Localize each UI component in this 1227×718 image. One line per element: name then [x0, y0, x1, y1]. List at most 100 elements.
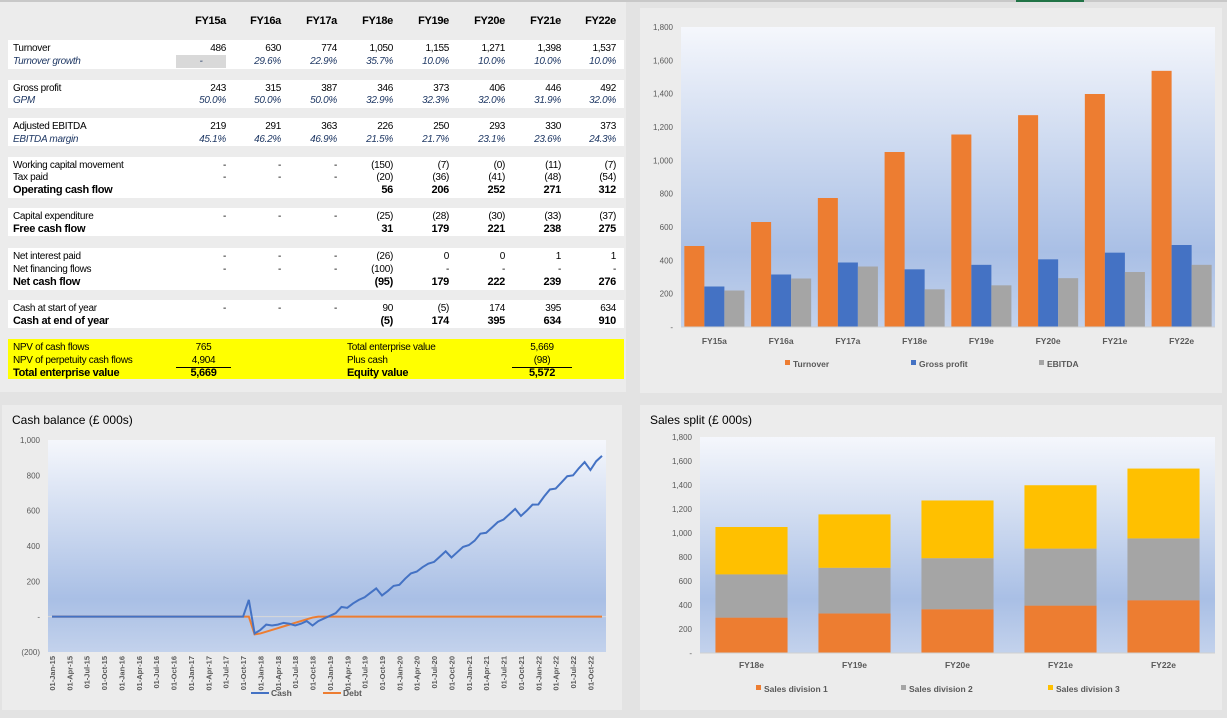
table-cell: 1,398 — [537, 43, 561, 54]
table-cell — [277, 223, 337, 236]
table-cell: 222 — [487, 276, 506, 288]
row-band — [8, 208, 624, 236]
cash-balance-chart[interactable]: Cash balance (£ 000s) (200) - 200 400 600 800… — [2, 405, 622, 710]
bar-sales-division-3 — [1024, 485, 1097, 549]
y-tick-label: 1,800 — [672, 433, 693, 442]
valuation-label: Total enterprise value — [347, 342, 436, 353]
y-tick-label: 1,200 — [653, 123, 674, 132]
bar-gross-profit — [971, 264, 992, 327]
x-tick-label: 01-Apr-19 — [343, 656, 352, 691]
legend-swatch — [901, 685, 906, 690]
turnover-chart[interactable]: - 200 400 600 800 1,000 1,200 1,400 1,600 1,800 FY… — [640, 8, 1222, 393]
row-label: Gross profit — [13, 83, 62, 94]
x-tick-label: FY22e — [1169, 336, 1194, 346]
table-cell: - — [333, 172, 337, 183]
table-cell: 252 — [487, 184, 506, 196]
row-label: EBITDA margin — [13, 134, 79, 145]
table-cell — [221, 276, 281, 289]
table-cell: - — [222, 251, 226, 262]
table-cell: 634 — [600, 303, 616, 314]
chart-title: Sales split (£ 000s) — [650, 413, 753, 427]
table-cell: - — [333, 303, 337, 314]
table-cell — [221, 184, 281, 197]
y-tick-label: 200 — [27, 577, 41, 586]
column-header: FY17a — [306, 15, 337, 27]
bar-ebitda — [791, 278, 812, 327]
y-tick-label: 600 — [679, 577, 693, 586]
bar-ebitda — [857, 266, 878, 327]
y-tick-label: 800 — [660, 190, 674, 199]
table-cell: 90 — [382, 303, 393, 314]
chart-title: Cash balance (£ 000s) — [12, 413, 133, 427]
table-cell: 774 — [321, 43, 337, 54]
x-tick-label: 01-Oct-19 — [378, 656, 387, 690]
line-cash — [52, 455, 603, 636]
valuation-band — [8, 339, 624, 379]
row-label: Turnover — [13, 43, 51, 54]
x-tick-label: 01-Oct-18 — [309, 656, 318, 690]
x-tick-label: 01-Jan-18 — [256, 656, 265, 691]
x-tick-label: FY21e — [1048, 660, 1073, 670]
bar-gross-profit — [837, 262, 858, 327]
table-cell: 10.0% — [534, 56, 561, 67]
x-tick-label: 01-Jul-19 — [361, 656, 370, 689]
y-tick-label: 800 — [27, 471, 41, 480]
y-tick-label: 200 — [660, 290, 674, 299]
table-cell: 238 — [543, 223, 562, 235]
table-cell: - — [333, 211, 337, 222]
table-cell: 23.6% — [534, 134, 561, 145]
x-tick-label: 01-Apr-18 — [274, 656, 283, 691]
table-cell: 46.2% — [254, 134, 281, 145]
table-cell: 29.6% — [254, 56, 281, 67]
table-cell: 250 — [433, 121, 449, 132]
x-tick-label: 01-Jul-17 — [222, 656, 231, 689]
table-cell: 179 — [431, 276, 450, 288]
row-label: Free cash flow — [13, 223, 86, 235]
table-cell — [277, 184, 337, 197]
valuation-label: NPV of perpetuity cash flows — [13, 355, 133, 366]
table-cell: (20) — [376, 172, 393, 183]
bar-ebitda — [1124, 272, 1145, 327]
bar-sales-division-3 — [1127, 468, 1200, 539]
row-label: Capital expenditure — [13, 211, 94, 222]
row-label: Cash at end of year — [13, 315, 109, 327]
table-cell: 486 — [210, 43, 226, 54]
table-cell: 1 — [610, 251, 617, 262]
row-label: Operating cash flow — [13, 184, 113, 196]
sales-split-chart[interactable]: Sales split (£ 000s) - 200 400 600 800 1,000 1… — [640, 405, 1222, 710]
bar-sales-division-1 — [1127, 600, 1200, 653]
x-tick-label: FY19e — [969, 336, 994, 346]
row-label: Tax paid — [13, 172, 48, 183]
bar-gross-profit — [904, 269, 925, 327]
table-cell: (26) — [376, 251, 393, 262]
table-cell: 46.9% — [310, 134, 337, 145]
x-tick-label: FY18e — [902, 336, 927, 346]
column-header-strip — [0, 0, 1227, 2]
legend-label: Sales division 1 — [764, 684, 828, 694]
bar-sales-division-3 — [921, 500, 994, 559]
row-band — [8, 118, 624, 146]
table-cell: (0) — [493, 160, 506, 171]
legend-label: Cash — [271, 688, 292, 698]
column-header: FY16a — [250, 15, 281, 27]
table-cell: (36) — [432, 172, 449, 183]
bar-turnover — [684, 246, 705, 327]
legend-swatch — [1039, 360, 1044, 365]
cash-balance-chart-svg: (200) - 200 400 600 800 1,000 01-Jan-15 01-Apr-1… — [20, 436, 606, 698]
x-tick-label: FY20e — [1036, 336, 1061, 346]
plot-area — [48, 440, 606, 652]
bar-turnover — [884, 152, 905, 327]
x-tick-label: 01-Jan-19 — [326, 656, 335, 691]
x-tick-label: FY18e — [739, 660, 764, 670]
table-cell: 271 — [543, 184, 562, 196]
row-band — [8, 300, 624, 328]
table-cell: 31 — [381, 223, 393, 235]
table-cell: 1,537 — [592, 43, 616, 54]
x-tick-label: FY20e — [945, 660, 970, 670]
y-tick-label: 1,000 — [20, 436, 41, 445]
bar-turnover — [751, 222, 772, 327]
bar-ebitda — [724, 290, 745, 327]
table-cell: (41) — [488, 172, 505, 183]
table-cell: 45.1% — [199, 134, 226, 145]
